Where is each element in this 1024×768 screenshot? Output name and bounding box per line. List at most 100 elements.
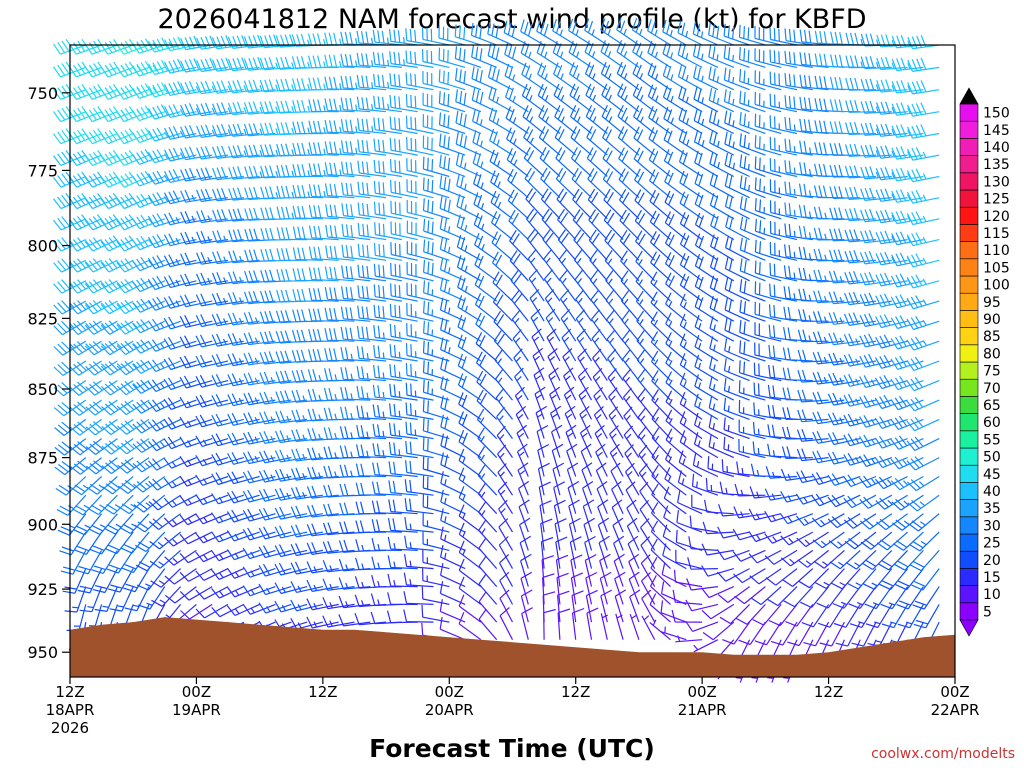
wind-barb: [860, 166, 892, 180]
wind-barb: [132, 83, 165, 99]
wind-barb: [783, 306, 813, 322]
colorbar-label: 115: [983, 226, 1010, 242]
wind-barb: [860, 56, 892, 70]
wind-barb: [487, 65, 513, 91]
wind-barb: [879, 568, 909, 591]
wind-barb: [549, 386, 561, 420]
wind-barb: [718, 504, 750, 517]
wind-barb: [107, 568, 134, 593]
colorbar-swatch: [959, 172, 979, 191]
wind-barb: [907, 80, 940, 95]
wind-barb: [244, 207, 276, 221]
wind-barb: [906, 168, 940, 183]
wind-barb: [844, 186, 877, 200]
wind-barb: [406, 282, 434, 302]
wind-barb: [325, 204, 355, 220]
wind-barb: [211, 333, 244, 347]
wind-barb: [86, 476, 118, 495]
wind-barb: [477, 446, 498, 477]
wind-barb: [769, 220, 798, 241]
wind-barb: [212, 166, 244, 181]
wind-barb: [195, 603, 229, 619]
wind-barb: [100, 279, 134, 294]
wind-barb: [634, 168, 656, 199]
wind-barb: [891, 124, 924, 138]
wind-barb: [814, 98, 845, 113]
wind-barb: [678, 450, 703, 478]
wind-barb: [566, 462, 579, 496]
wind-barb: [796, 428, 829, 442]
wind-barb: [389, 303, 418, 322]
wind-barb: [356, 52, 387, 68]
wind-barb: [388, 442, 418, 459]
wind-barb: [582, 499, 595, 533]
wind-barb: [54, 457, 87, 476]
wind-barb: [164, 568, 197, 585]
wind-barb: [675, 549, 703, 570]
wind-barb: [694, 374, 719, 401]
wind-barb: [243, 101, 276, 115]
wind-barb: [195, 414, 229, 428]
wind-barb: [765, 568, 798, 586]
wind-barb: [291, 56, 323, 69]
wind-barb: [724, 110, 750, 135]
wind-barb: [354, 612, 387, 626]
wind-barb: [116, 360, 150, 376]
wind-barb: [487, 43, 513, 68]
wind-barb: [84, 258, 118, 273]
wind-barb: [307, 447, 339, 461]
wind-barb: [828, 332, 861, 346]
wind-barb: [724, 131, 750, 156]
wind-barb: [490, 211, 513, 241]
wind-barb: [406, 199, 434, 220]
x-tick-label: 00Z: [940, 683, 969, 701]
wind-barb: [906, 377, 940, 392]
wind-barb: [638, 444, 656, 477]
wind-barb: [476, 370, 498, 401]
wind-barb: [754, 281, 782, 302]
wind-barb: [748, 530, 782, 543]
wind-barb: [649, 575, 671, 605]
wind-barb: [404, 516, 434, 533]
wind-barb: [799, 140, 829, 156]
wind-barb: [116, 418, 150, 435]
wind-barb: [536, 424, 549, 458]
wind-barb: [458, 612, 482, 641]
wind-barb: [565, 424, 577, 458]
y-tick-label: 800: [27, 237, 58, 256]
wind-barb: [150, 568, 182, 588]
colorbar-swatch: [959, 138, 979, 156]
wind-barb: [163, 254, 197, 268]
wind-barb: [477, 483, 498, 515]
wind-barb: [423, 320, 450, 342]
wind-barb: [211, 374, 244, 387]
wind-barb: [196, 146, 229, 160]
wind-barb: [616, 17, 640, 46]
wind-barb: [798, 568, 830, 589]
wind-barb: [404, 554, 434, 570]
wind-barb: [88, 513, 118, 535]
wind-barb: [458, 522, 482, 551]
wind-barb: [389, 324, 418, 342]
wind-barb: [84, 214, 118, 231]
wind-barb: [685, 620, 719, 632]
wind-barb: [474, 253, 498, 282]
wind-barb: [679, 430, 703, 459]
wind-barb: [274, 468, 308, 482]
wind-barb: [227, 292, 260, 305]
wind-barb: [875, 188, 908, 202]
wind-barb: [423, 280, 450, 302]
wind-barb: [843, 474, 877, 488]
wind-barb: [457, 334, 482, 362]
wind-barb: [739, 258, 766, 282]
wind-barb: [647, 18, 671, 46]
wind-barb: [709, 356, 735, 382]
wind-barb: [355, 539, 387, 552]
wind-barb: [291, 389, 323, 403]
wind-barb: [875, 293, 908, 308]
wind-barb: [228, 250, 260, 264]
wind-barb: [525, 188, 545, 220]
wind-barb: [372, 29, 402, 46]
wind-barb: [543, 249, 561, 282]
colorbar-swatch: [959, 430, 979, 449]
